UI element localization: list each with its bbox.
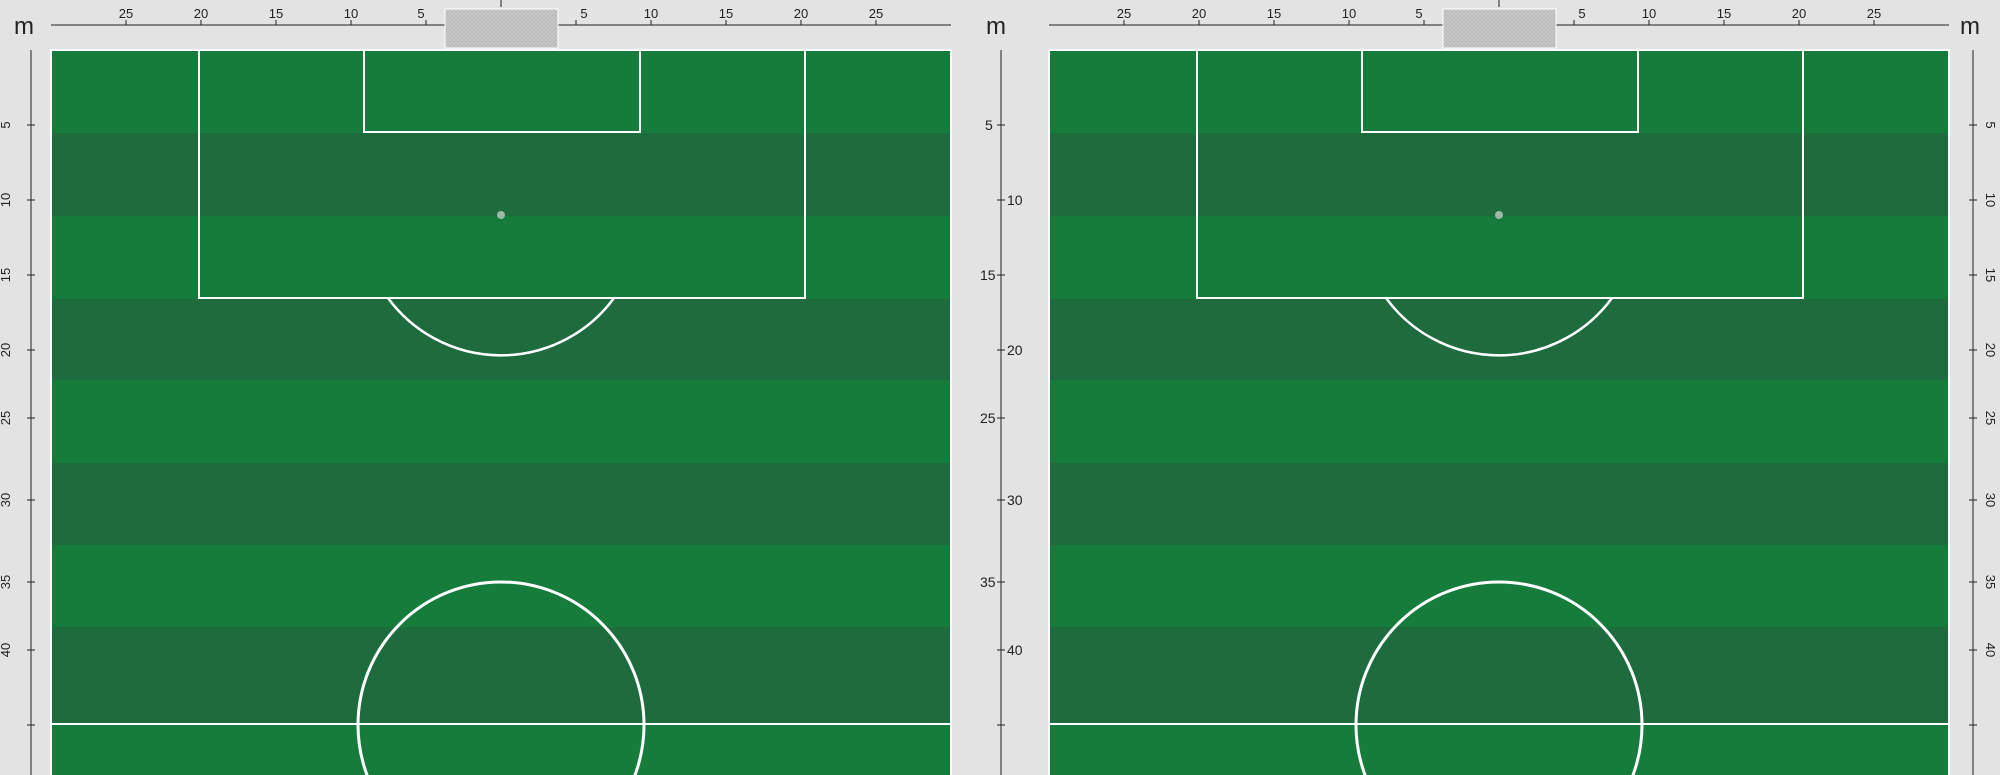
top-tick-label: 15 xyxy=(719,6,733,21)
side-ruler-labels: 5 10 15 20 25 30 35 40 xyxy=(980,117,1023,658)
side-tick-label: 20 xyxy=(1983,343,1998,357)
side-tick-label: 5 xyxy=(0,121,13,128)
units-label: m xyxy=(14,13,34,40)
side-tick-label: 30 xyxy=(1983,493,1998,507)
side-ruler-ticks xyxy=(27,124,35,726)
top-ruler-labels: 25 20 15 10 5 5 10 15 20 25 xyxy=(1117,6,1881,21)
top-tick-label: 5 xyxy=(1415,6,1422,21)
top-tick-label: 5 xyxy=(1578,6,1585,21)
top-tick-label: 10 xyxy=(1642,6,1656,21)
penalty-spot xyxy=(1495,211,1503,219)
right-pitch-panel: m m 25 20 15 10 5 5 xyxy=(980,0,1998,775)
top-tick-label: 10 xyxy=(644,6,658,21)
side-tick-label: 20 xyxy=(0,343,13,357)
side-ruler-ticks xyxy=(997,124,1005,726)
grass-stripes xyxy=(1049,50,1949,775)
top-tick-label: 15 xyxy=(1717,6,1731,21)
penalty-arc xyxy=(1384,297,1614,357)
side-tick-label: 25 xyxy=(0,411,13,425)
units-label: m xyxy=(1960,13,1980,40)
grass-stripes xyxy=(51,50,951,775)
top-ruler: 25 20 15 10 5 5 10 15 20 25 xyxy=(51,0,951,26)
top-tick-label: 25 xyxy=(1867,6,1881,21)
penalty-arc xyxy=(386,297,616,357)
side-tick-label: 30 xyxy=(1007,492,1023,508)
side-tick-label: 25 xyxy=(980,410,996,426)
top-tick-label: 20 xyxy=(194,6,208,21)
side-tick-label: 20 xyxy=(1007,342,1023,358)
pitch-markings xyxy=(1048,49,1950,775)
side-ruler-ticks xyxy=(1969,124,1977,726)
goal-net xyxy=(444,8,559,49)
middle-side-ruler: 5 10 15 20 25 30 35 40 xyxy=(980,50,1023,775)
side-tick-label: 5 xyxy=(1983,121,1998,128)
top-ruler-ticks xyxy=(1123,0,1875,25)
top-tick-label: 20 xyxy=(794,6,808,21)
top-tick-label: 20 xyxy=(1792,6,1806,21)
left-side-ruler: 5 10 15 20 25 30 35 40 xyxy=(0,50,35,775)
top-tick-label: 25 xyxy=(119,6,133,21)
top-tick-label: 25 xyxy=(1117,6,1131,21)
side-tick-label: 10 xyxy=(1007,192,1023,208)
top-tick-label: 5 xyxy=(417,6,424,21)
side-tick-label: 5 xyxy=(985,117,993,133)
goal-net xyxy=(1442,8,1557,49)
left-pitch-panel: m 25 20 15 10 5 5 10 xyxy=(0,0,952,775)
side-tick-label: 15 xyxy=(1983,268,1998,282)
side-tick-label: 10 xyxy=(0,193,13,207)
top-tick-label: 15 xyxy=(1267,6,1281,21)
side-tick-label: 35 xyxy=(980,574,996,590)
top-ruler-labels: 25 20 15 10 5 5 10 15 20 25 xyxy=(119,6,883,21)
units-label: m xyxy=(986,13,1006,40)
side-tick-label: 30 xyxy=(0,493,13,507)
top-tick-label: 20 xyxy=(1192,6,1206,21)
side-tick-label: 15 xyxy=(0,268,13,282)
side-tick-label: 35 xyxy=(1983,575,1998,589)
penalty-spot xyxy=(497,211,505,219)
side-ruler-labels: 5 10 15 20 25 30 35 40 xyxy=(1983,121,1998,657)
goal-area xyxy=(1361,49,1639,133)
goal-area xyxy=(363,49,641,133)
top-tick-label: 15 xyxy=(269,6,283,21)
side-tick-label: 40 xyxy=(1983,643,1998,657)
side-tick-label: 35 xyxy=(0,575,13,589)
top-tick-label: 5 xyxy=(580,6,587,21)
pitch-markings xyxy=(50,49,952,775)
right-side-ruler: 5 10 15 20 25 30 35 40 xyxy=(1969,50,1998,775)
side-tick-label: 25 xyxy=(1983,411,1998,425)
side-ruler-labels: 5 10 15 20 25 30 35 40 xyxy=(0,121,13,657)
side-tick-label: 40 xyxy=(1007,642,1023,658)
top-tick-label: 10 xyxy=(344,6,358,21)
side-tick-label: 15 xyxy=(980,267,996,283)
top-tick-label: 10 xyxy=(1342,6,1356,21)
top-tick-label: 25 xyxy=(869,6,883,21)
side-tick-label: 10 xyxy=(1983,193,1998,207)
side-tick-label: 40 xyxy=(0,643,13,657)
top-ruler-ticks xyxy=(125,0,877,25)
